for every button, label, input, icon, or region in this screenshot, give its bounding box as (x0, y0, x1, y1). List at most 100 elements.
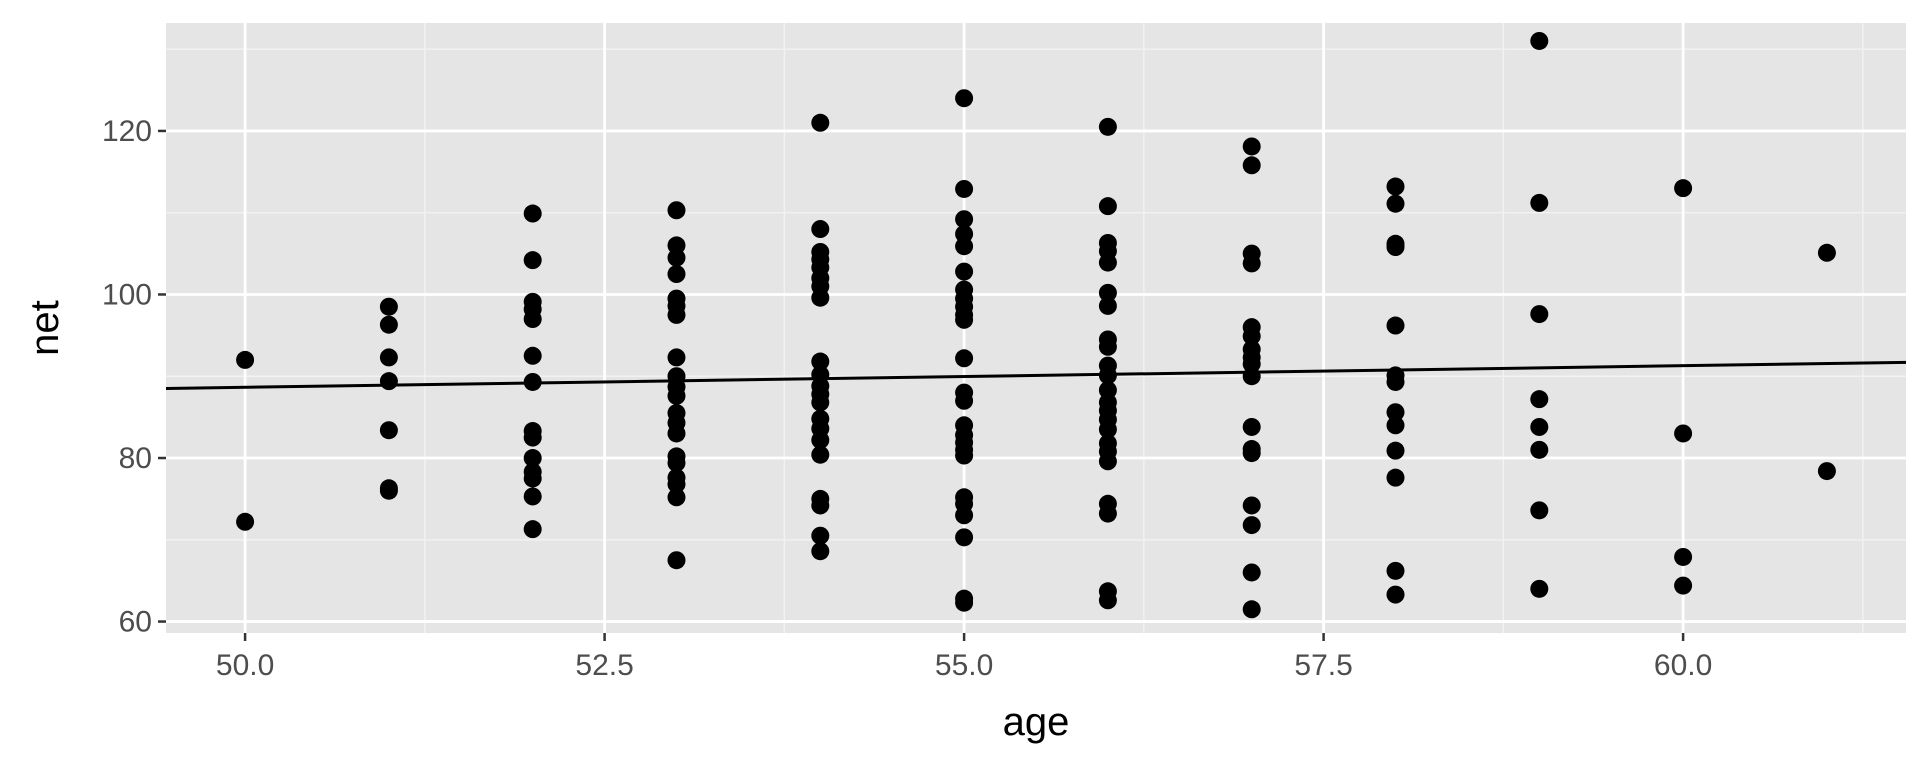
data-point (811, 113, 830, 132)
data-point (667, 348, 686, 367)
x-axis-ticks: 50.0 52.5 55.0 57.5 60.0 (216, 633, 1712, 682)
data-point (523, 487, 542, 506)
data-point (1530, 417, 1549, 436)
data-point (1242, 600, 1261, 619)
data-point (379, 481, 398, 500)
data-point (1242, 444, 1261, 463)
data-point (1098, 504, 1117, 523)
data-point (1386, 372, 1405, 391)
data-point (811, 526, 830, 545)
data-point (667, 551, 686, 570)
data-point (667, 248, 686, 267)
data-point (1386, 416, 1405, 435)
data-point (1530, 390, 1549, 409)
data-point (523, 204, 542, 223)
data-point (811, 352, 830, 371)
trend-line (165, 360, 1907, 391)
x-tick-label: 57.5 (1294, 649, 1352, 682)
data-point (955, 262, 974, 281)
data-point (1242, 367, 1261, 386)
data-point (667, 475, 686, 494)
data-point (1098, 283, 1117, 302)
data-point (1098, 591, 1117, 610)
data-point (1242, 254, 1261, 273)
data-point (955, 506, 974, 525)
y-tick-label: 120 (102, 115, 152, 148)
data-point (1530, 579, 1549, 598)
data-point (667, 265, 686, 284)
data-point (955, 593, 974, 612)
data-point (1386, 561, 1405, 580)
data-point (1674, 179, 1693, 198)
data-point (523, 251, 542, 270)
data-point (667, 488, 686, 507)
data-point (1386, 403, 1405, 422)
x-tick-label: 52.5 (575, 649, 633, 682)
x-tick-label: 60.0 (1654, 649, 1712, 682)
data-point (1242, 563, 1261, 582)
data-point (1242, 496, 1261, 515)
data-points (236, 31, 1836, 619)
data-point (1386, 194, 1405, 213)
data-point (1386, 177, 1405, 196)
data-point (1098, 253, 1117, 272)
data-point (1098, 452, 1117, 471)
data-point (1386, 238, 1405, 257)
data-point (955, 210, 974, 229)
y-axis-ticks: 60 80 100 120 (102, 115, 166, 639)
data-point (1386, 585, 1405, 604)
data-point (1530, 440, 1549, 459)
data-point (955, 446, 974, 465)
data-point (955, 391, 974, 410)
data-point (811, 542, 830, 561)
major-gridlines (166, 23, 1906, 633)
data-point (811, 288, 830, 307)
data-point (1530, 193, 1549, 212)
data-point (667, 305, 686, 324)
data-point (1530, 501, 1549, 520)
data-point (955, 89, 974, 108)
data-point (379, 315, 398, 334)
data-point (811, 393, 830, 412)
y-tick-label: 80 (119, 442, 152, 475)
data-point (523, 310, 542, 329)
data-point (1098, 117, 1117, 136)
data-point (1674, 424, 1693, 443)
data-point (1242, 137, 1261, 156)
data-point (1242, 516, 1261, 535)
data-point (1098, 296, 1117, 315)
data-point (1242, 417, 1261, 436)
data-point (523, 469, 542, 488)
x-tick-label: 55.0 (935, 649, 993, 682)
data-point (1386, 441, 1405, 460)
plot-panel (166, 23, 1906, 633)
data-point (955, 179, 974, 198)
data-point (1674, 547, 1693, 566)
data-point (667, 453, 686, 472)
data-point (955, 310, 974, 329)
data-point (955, 528, 974, 547)
y-tick-label: 100 (102, 278, 152, 311)
y-axis-title: net (23, 300, 67, 356)
data-point (1530, 305, 1549, 324)
data-point (379, 348, 398, 367)
y-tick-label: 60 (119, 606, 152, 639)
x-tick-label: 50.0 (216, 649, 274, 682)
minor-gridlines (166, 23, 1906, 633)
data-point (955, 349, 974, 368)
data-point (667, 424, 686, 443)
data-point (1386, 468, 1405, 487)
data-point (1817, 243, 1836, 262)
data-point (379, 421, 398, 440)
data-point (811, 496, 830, 515)
data-point (523, 520, 542, 539)
data-point (236, 350, 255, 369)
data-point (236, 512, 255, 531)
data-point (811, 220, 830, 239)
data-point (379, 297, 398, 316)
data-point (1242, 327, 1261, 346)
data-point (523, 428, 542, 447)
data-point (1098, 337, 1117, 356)
